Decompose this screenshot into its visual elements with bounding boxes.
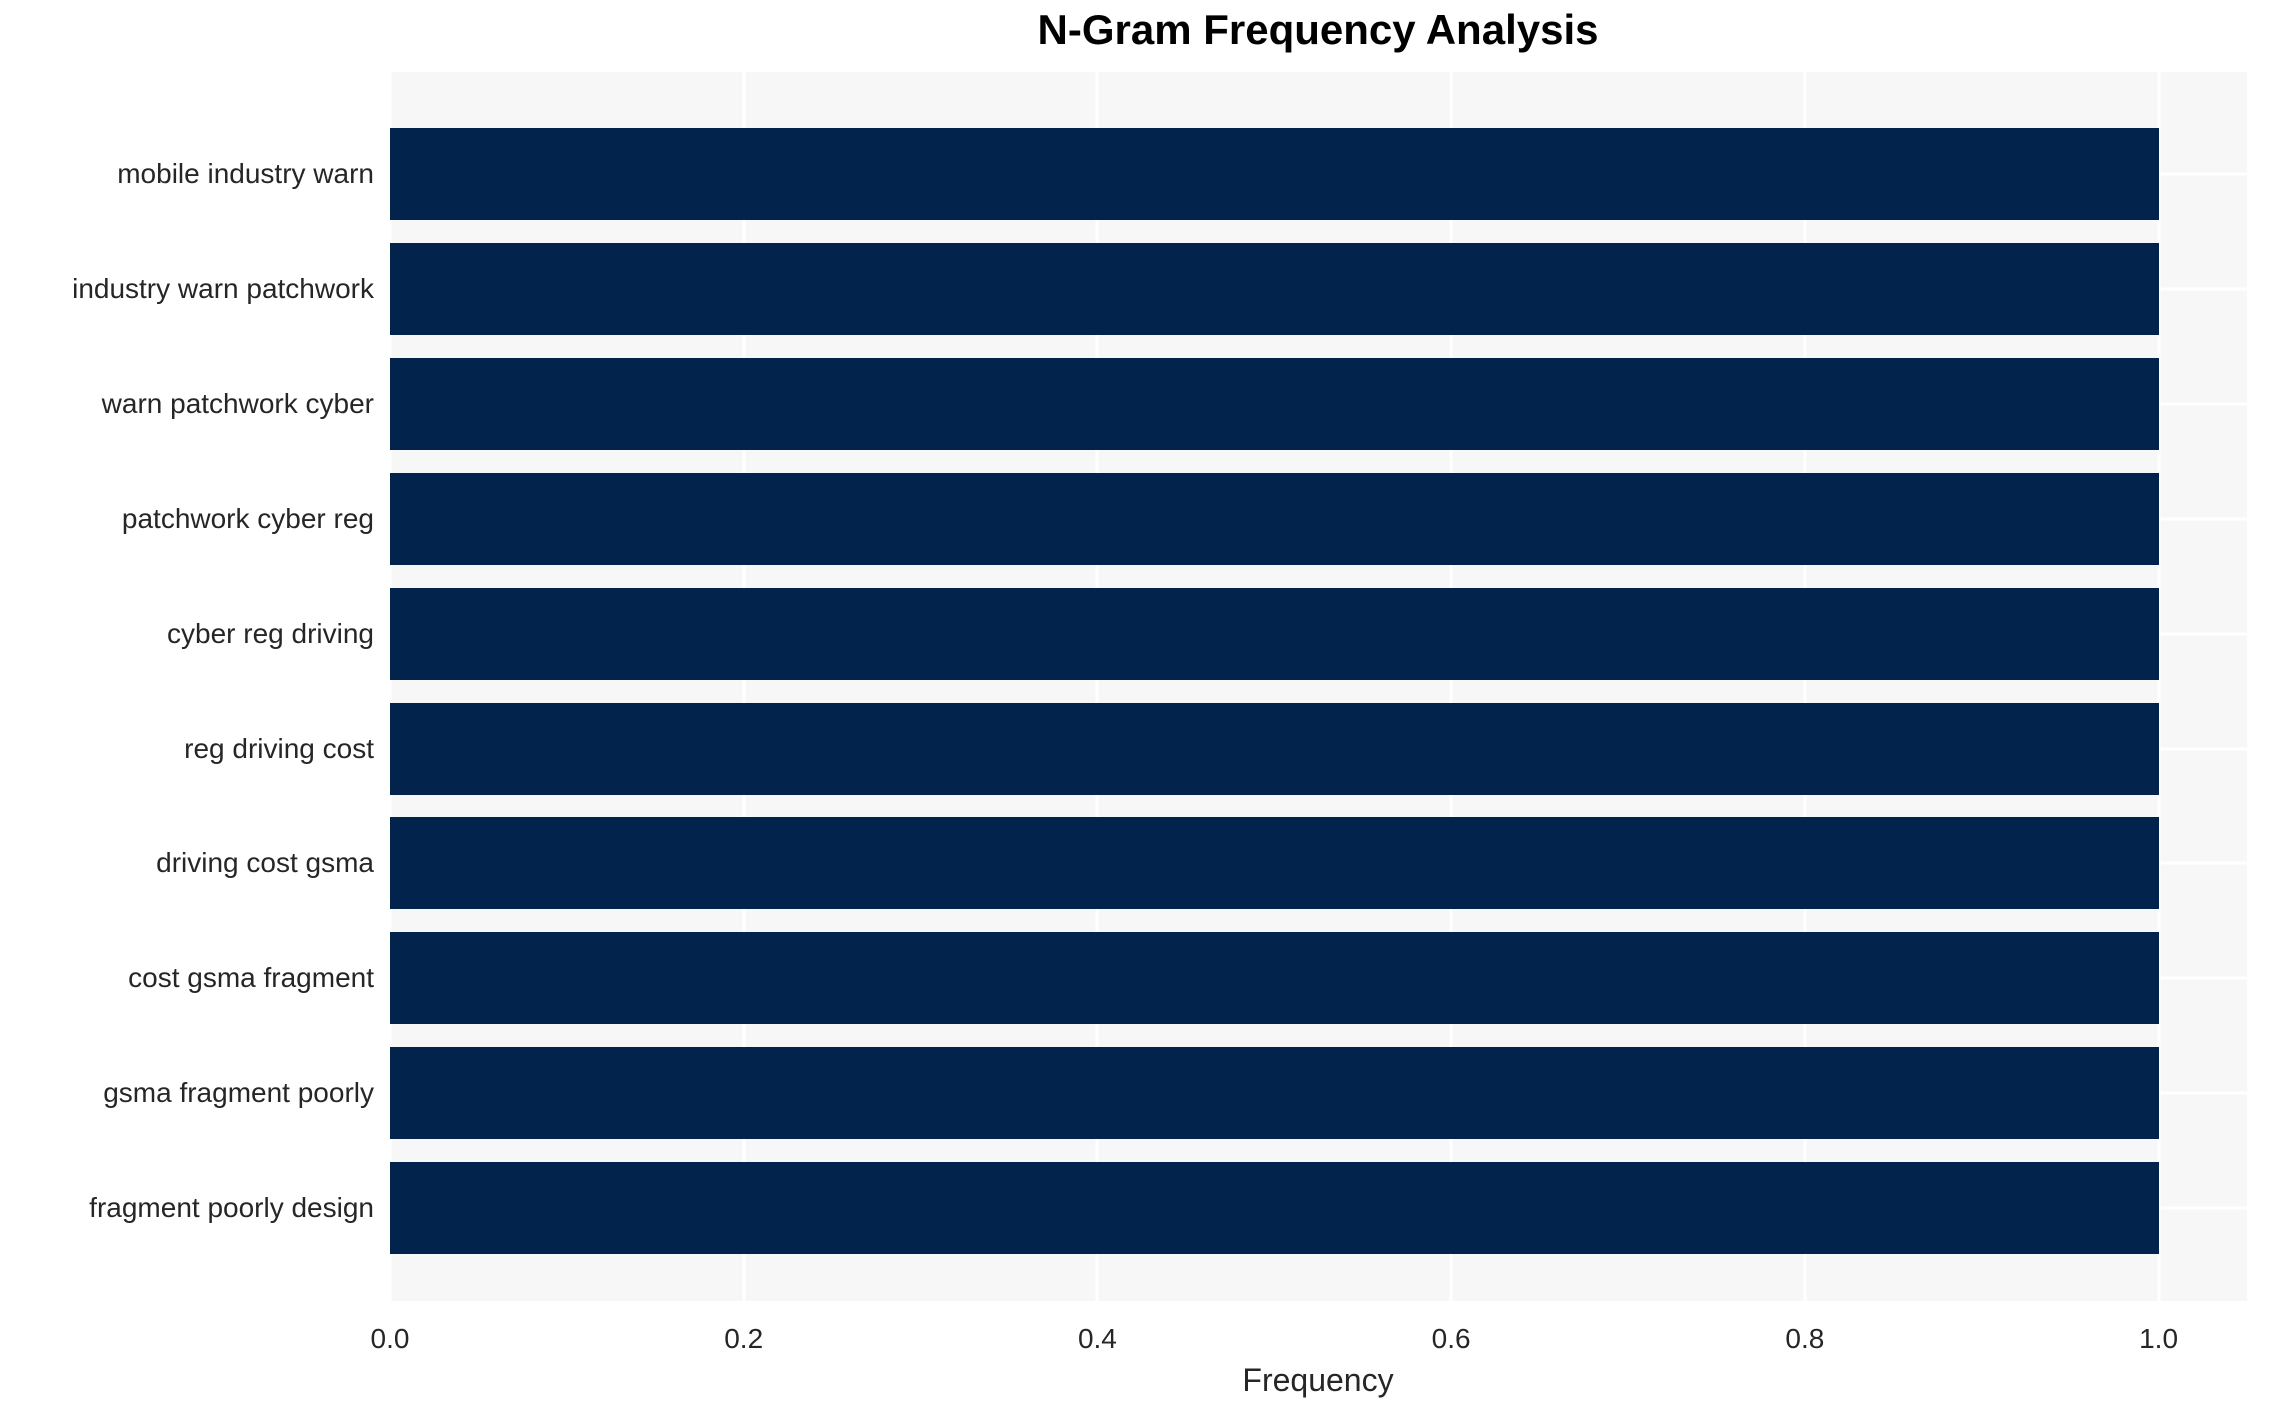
x-tick-label-0.6: 0.6 (1431, 1323, 1471, 1354)
y-axis-labels: mobile industry warn industry warn patchw… (0, 72, 374, 1301)
bar-6 (390, 817, 2159, 910)
x-tick-label-0.2: 0.2 (724, 1323, 764, 1354)
gridline-x-1.0 (2157, 72, 2161, 1301)
y-tick-label-2: warn patchwork cyber (101, 387, 374, 419)
gridline-x-0.0 (388, 72, 392, 1301)
y-tick-label-5: reg driving cost (184, 732, 374, 764)
bar-3 (390, 472, 2159, 565)
y-tick-label-4: cyber reg driving (167, 617, 374, 649)
chart-title: N-Gram Frequency Analysis (1037, 6, 1599, 53)
bar-1 (390, 242, 2159, 335)
x-tick-label-0.8: 0.8 (1785, 1323, 1825, 1354)
bar-2 (390, 357, 2159, 450)
y-tick-label-7: cost gsma fragment (128, 962, 374, 994)
y-tick-label-1: industry warn patchwork (72, 272, 374, 304)
gridline-x-0.4 (1095, 72, 1099, 1301)
gridline-x-0.8 (1803, 72, 1807, 1301)
x-tick-label-1.0: 1.0 (2139, 1323, 2179, 1354)
y-tick-label-9: fragment poorly design (89, 1192, 374, 1224)
x-tick-label-0.4: 0.4 (1077, 1323, 1117, 1354)
gridline-x-0.6 (1449, 72, 1453, 1301)
y-tick-label-8: gsma fragment poorly (103, 1077, 374, 1109)
y-tick-label-3: patchwork cyber reg (121, 502, 374, 534)
bar-9 (390, 1162, 2159, 1255)
bar-4 (390, 587, 2159, 680)
bar-8 (390, 1047, 2159, 1140)
bar-7 (390, 932, 2159, 1025)
x-axis-ticks: 0.0 0.2 0.4 0.6 0.8 1.0 (371, 1301, 2247, 1361)
plot-area (388, 72, 2247, 1301)
gridline-x-0.2 (742, 72, 746, 1301)
y-tick-label-0: mobile industry warn (117, 158, 374, 189)
x-tick-label-0.0: 0.0 (370, 1323, 410, 1354)
bar-0 (390, 128, 2159, 220)
y-tick-label-6: driving cost gsma (156, 847, 374, 879)
bar-5 (390, 702, 2159, 795)
x-axis-label: Frequency (1242, 1362, 1394, 1398)
